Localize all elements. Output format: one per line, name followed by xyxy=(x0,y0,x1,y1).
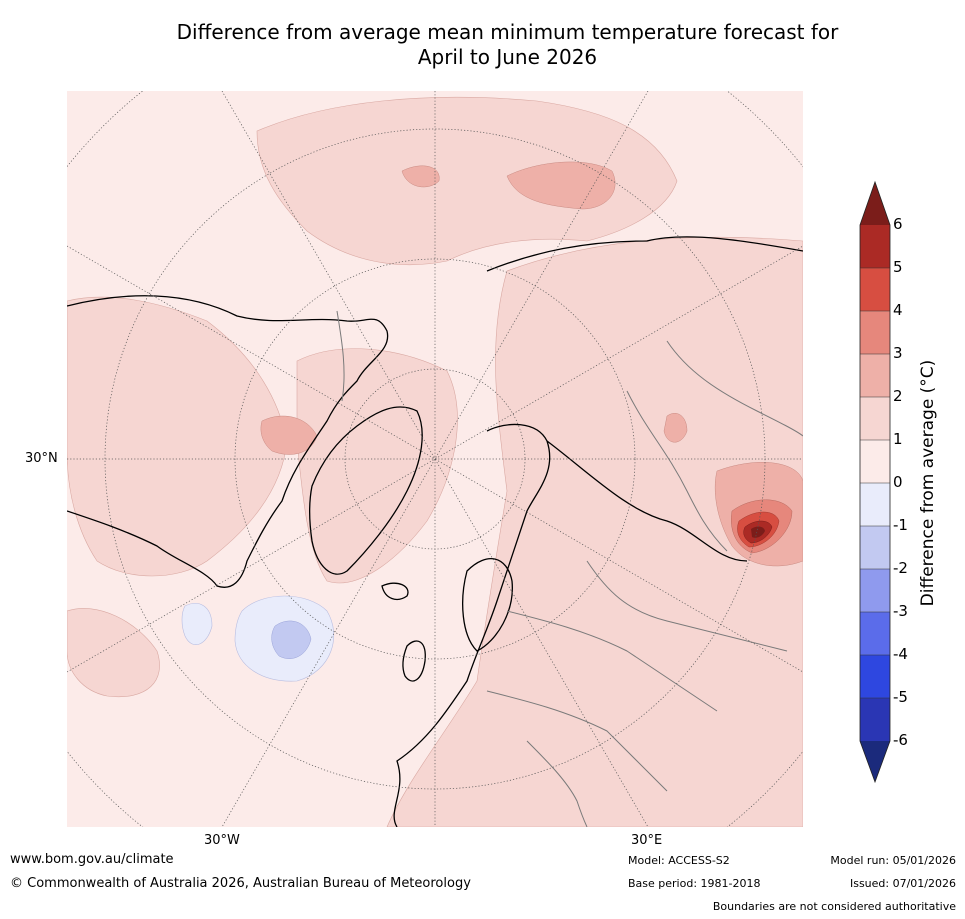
colorbar-bin-5-6 xyxy=(860,225,890,268)
coastline-iceland xyxy=(381,582,409,600)
anomaly-1-2-arctic xyxy=(256,96,678,266)
footer-model-run: Model run: 05/01/2026 xyxy=(830,854,956,867)
coastline-eurasia xyxy=(393,236,803,827)
colorbar-bin-2-3 xyxy=(860,354,890,397)
colorbar-bin-0-1 xyxy=(860,440,890,483)
coastline-greenland xyxy=(309,406,423,575)
anomaly-2-3-asia xyxy=(663,413,688,443)
colorbar-tick-neg3: -3 xyxy=(893,602,908,620)
anomaly-2-3-arctic-b xyxy=(401,165,440,188)
colorbar-bin-neg4-neg3 xyxy=(860,612,890,655)
title-line-2: April to June 2026 xyxy=(417,45,598,69)
colorbar-bin-1-2 xyxy=(860,397,890,440)
anomaly-0-neg1-west-atlantic xyxy=(181,603,213,645)
anomaly-6plus-siberia xyxy=(751,526,765,538)
footer-copyright: © Commonwealth of Australia 2026, Austra… xyxy=(10,876,471,891)
colorbar-tick-neg1: -1 xyxy=(893,516,908,534)
colorbar-tick-neg4: -4 xyxy=(893,645,908,663)
colorbar-tick-neg5: -5 xyxy=(893,688,908,706)
anomaly-1-2-north-america xyxy=(67,296,288,577)
coastline-uk xyxy=(402,640,426,682)
colorbar-tick-3: 3 xyxy=(893,344,903,362)
colorbar-bin-neg6-neg5 xyxy=(860,698,890,741)
anomaly-1-2-greenland xyxy=(296,348,458,584)
anomaly-1-2-north-pacific xyxy=(67,608,160,698)
country-borders xyxy=(336,310,803,827)
colorbar-tick-neg2: -2 xyxy=(893,559,908,577)
colorbar-tick-neg6: -6 xyxy=(893,731,908,749)
coastline-north-america xyxy=(67,295,389,588)
coastline-scandinavia xyxy=(462,558,513,652)
lon-label-30w: 30°W xyxy=(204,833,240,848)
colorbar-bin-neg2-neg1 xyxy=(860,526,890,569)
colorbar xyxy=(859,180,891,784)
colorbar-tick-2: 2 xyxy=(893,387,903,405)
lat-label-30n: 30°N xyxy=(25,451,58,466)
colorbar-bin-neg3-neg2 xyxy=(860,569,890,612)
anomaly-2-3-baffin xyxy=(260,415,318,455)
footer-disclaimer: Boundaries are not considered authoritat… xyxy=(712,900,956,913)
footer-url[interactable]: www.bom.gov.au/climate xyxy=(10,852,174,867)
colorbar-bin-neg5-neg4 xyxy=(860,655,890,698)
coastlines xyxy=(67,236,803,827)
title-line-1: Difference from average mean minimum tem… xyxy=(176,20,839,44)
colorbar-bin-3-4 xyxy=(860,311,890,354)
anomaly-neg1-neg2-atlantic xyxy=(271,620,312,659)
colorbar-tick-6: 6 xyxy=(893,215,903,233)
colorbar-extend-top xyxy=(860,182,890,225)
colorbar-bin-neg1-0 xyxy=(860,483,890,526)
footer-base-period: Base period: 1981-2018 xyxy=(628,877,761,890)
footer-model: Model: ACCESS-S2 xyxy=(628,854,730,867)
colorbar-tick-1: 1 xyxy=(893,430,903,448)
graticule xyxy=(67,91,803,827)
colorbar-bin-4-5 xyxy=(860,268,890,311)
footer-issued: Issued: 07/01/2026 xyxy=(849,877,956,890)
colorbar-tick-5: 5 xyxy=(893,258,903,276)
forecast-map[interactable] xyxy=(67,91,803,827)
lon-label-30e: 30°E xyxy=(631,833,663,848)
colorbar-label: Difference from average (°C) xyxy=(918,359,938,607)
anomaly-2-3-arctic-a xyxy=(506,161,616,210)
chart-title: Difference from average mean minimum tem… xyxy=(0,20,965,70)
colorbar-tick-0: 0 xyxy=(893,473,903,491)
colorbar-extend-bottom xyxy=(860,741,890,782)
colorbar-tick-4: 4 xyxy=(893,301,903,319)
